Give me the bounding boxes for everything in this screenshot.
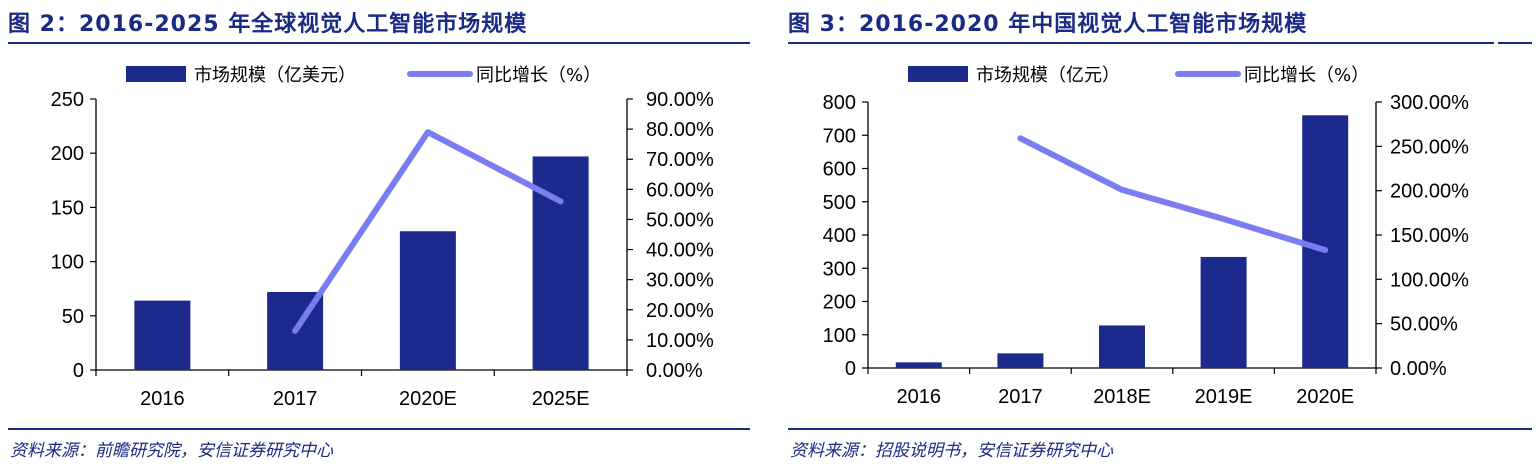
y2-tick-label: 50.00% bbox=[646, 209, 714, 231]
y-tick-label: 400 bbox=[823, 225, 856, 247]
legend-swatch-bar bbox=[126, 66, 186, 82]
y-tick-label: 0 bbox=[73, 360, 84, 382]
y-tick-label: 50 bbox=[62, 306, 84, 328]
chart-china-market: 市场规模（亿元） 同比增长（%） 0 100 200 300 400 500 600 700 800… bbox=[823, 65, 1470, 408]
y2-tick-label: 30.00% bbox=[646, 270, 714, 292]
x-tick-label: 2020E bbox=[1296, 386, 1354, 408]
y2-tick-label: 0.00% bbox=[646, 360, 703, 382]
x-tick-label: 2019E bbox=[1195, 386, 1253, 408]
title-underline-tail bbox=[1498, 42, 1532, 44]
source-rule bbox=[788, 428, 1532, 430]
y2-tick-label: 10.00% bbox=[646, 330, 714, 352]
legend-label-line: 同比增长（%） bbox=[476, 65, 601, 86]
bar-2020E bbox=[399, 231, 456, 370]
chart-global-market: 市场规模（亿美元） 同比增长（%） 0 50 100 150 200 250 0.00% 10.0… bbox=[51, 65, 714, 410]
y-tick-label: 200 bbox=[823, 292, 856, 314]
y2-tick-label: 70.00% bbox=[646, 149, 714, 171]
legend-swatch-bar bbox=[908, 66, 968, 82]
chart-panel-china: 图 3：2016-2020 年中国视觉人工智能市场规模 市场规模（亿元） 同比增长… bbox=[780, 0, 1532, 472]
y-tick-label: 100 bbox=[51, 252, 84, 274]
y-tick-label: 300 bbox=[823, 258, 856, 280]
chart-title: 图 2：2016-2025 年全球视觉人工智能市场规模 bbox=[8, 12, 528, 37]
x-tick-label: 2017 bbox=[998, 386, 1043, 408]
growth-line bbox=[1017, 135, 1329, 254]
title-underline-tail bbox=[728, 42, 750, 44]
y2-tick-label: 80.00% bbox=[646, 119, 714, 141]
y2-tick-label: 60.00% bbox=[646, 179, 714, 201]
y2-tick-label: 100.00% bbox=[1390, 269, 1469, 291]
y-tick-label: 500 bbox=[823, 192, 856, 214]
x-tick-label: 2017 bbox=[273, 388, 318, 410]
title-underline bbox=[788, 42, 1494, 44]
x-tick-label: 2020E bbox=[399, 388, 457, 410]
bar-2020E bbox=[1302, 115, 1349, 368]
y-tick-label: 800 bbox=[823, 92, 856, 114]
bar-2018E bbox=[1099, 325, 1145, 368]
y2-tick-label: 0.00% bbox=[1390, 358, 1447, 380]
source-note: 资料来源：招股说明书，安信证券研究中心 bbox=[790, 441, 1113, 461]
legend-label-line: 同比增长（%） bbox=[1244, 65, 1369, 86]
chart-panel-global: 图 2：2016-2025 年全球视觉人工智能市场规模 市场规模（亿美元） 同比增… bbox=[0, 0, 752, 472]
y-tick-label: 0 bbox=[845, 358, 856, 380]
x-tick-label: 2018E bbox=[1093, 386, 1151, 408]
bar-2019E bbox=[1200, 256, 1247, 368]
y-tick-label: 150 bbox=[51, 197, 84, 219]
legend-label-bar: 市场规模（亿元） bbox=[976, 65, 1120, 86]
y2-tick-label: 90.00% bbox=[646, 89, 714, 111]
y-tick-label: 700 bbox=[823, 125, 856, 147]
y2-tick-label: 250.00% bbox=[1390, 136, 1469, 158]
y-tick-label: 100 bbox=[823, 325, 856, 347]
bar-2017 bbox=[997, 353, 1044, 368]
source-rule bbox=[8, 428, 750, 430]
x-tick-label: 2016 bbox=[140, 388, 185, 410]
y2-tick-label: 150.00% bbox=[1390, 225, 1469, 247]
legend-label-bar: 市场规模（亿美元） bbox=[194, 65, 356, 86]
y2-tick-label: 20.00% bbox=[646, 300, 714, 322]
x-tick-label: 2016 bbox=[897, 386, 942, 408]
y2-tick-label: 200.00% bbox=[1390, 181, 1469, 203]
y-tick-label: 600 bbox=[823, 159, 856, 181]
bar-2016 bbox=[895, 362, 942, 368]
x-tick-label: 2025E bbox=[532, 388, 590, 410]
title-underline bbox=[8, 42, 734, 44]
bar-2016 bbox=[134, 300, 191, 370]
y2-tick-label: 50.00% bbox=[1390, 314, 1458, 336]
chart-title: 图 3：2016-2020 年中国视觉人工智能市场规模 bbox=[788, 12, 1308, 37]
y-tick-label: 200 bbox=[51, 143, 84, 165]
source-note: 资料来源：前瞻研究院，安信证券研究中心 bbox=[10, 441, 333, 461]
y2-tick-label: 40.00% bbox=[646, 240, 714, 262]
y-tick-label: 250 bbox=[51, 89, 84, 111]
y2-tick-label: 300.00% bbox=[1390, 92, 1469, 114]
